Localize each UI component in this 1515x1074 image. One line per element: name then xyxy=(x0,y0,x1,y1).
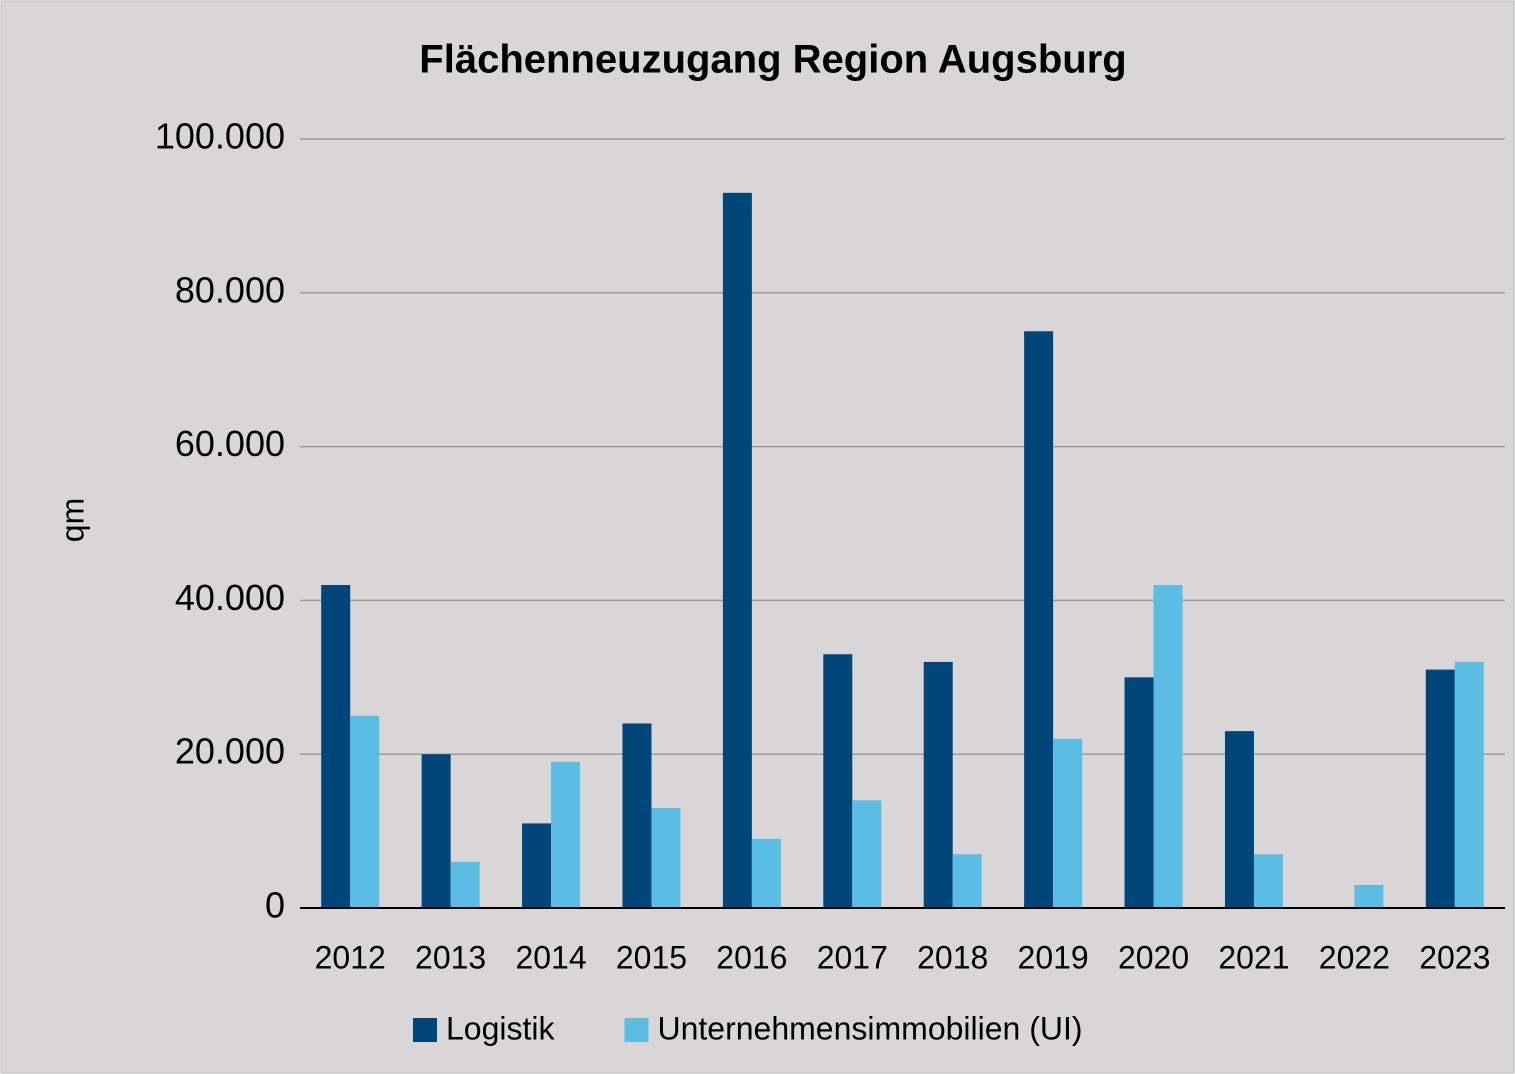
bar xyxy=(1053,738,1083,908)
x-tick-label: 2013 xyxy=(415,939,486,975)
bar xyxy=(421,754,451,908)
bar xyxy=(1454,661,1484,908)
bar xyxy=(823,654,853,908)
x-tick-label: 2015 xyxy=(616,939,687,975)
x-tick-label: 2014 xyxy=(515,939,586,975)
bar xyxy=(622,723,652,908)
bar xyxy=(852,800,882,908)
bar xyxy=(722,192,752,908)
x-tick-label: 2019 xyxy=(1018,939,1089,975)
bar xyxy=(751,838,781,908)
x-tick-label: 2021 xyxy=(1218,939,1289,975)
y-tick-label: 100.000 xyxy=(155,116,285,157)
bar xyxy=(1224,731,1254,908)
bar xyxy=(1425,669,1455,908)
bar xyxy=(450,861,480,908)
x-tick-label: 2017 xyxy=(817,939,888,975)
y-axis-label: qm xyxy=(54,498,90,542)
y-tick-label: 60.000 xyxy=(175,423,285,464)
bar xyxy=(551,761,581,908)
bar xyxy=(952,854,982,908)
bar xyxy=(350,715,380,908)
x-tick-label: 2012 xyxy=(315,939,386,975)
x-tick-label: 2018 xyxy=(917,939,988,975)
bar xyxy=(321,585,351,908)
legend-label: Logistik xyxy=(446,1010,556,1046)
y-tick-label: 80.000 xyxy=(175,269,285,310)
bar xyxy=(1253,854,1283,908)
y-tick-label: 40.000 xyxy=(175,577,285,618)
y-tick-label: 0 xyxy=(265,885,285,926)
legend-swatch xyxy=(624,1018,649,1042)
x-tick-label: 2016 xyxy=(716,939,787,975)
bar xyxy=(522,823,552,908)
x-tick-label: 2020 xyxy=(1118,939,1189,975)
x-tick-label: 2022 xyxy=(1319,939,1390,975)
legend-swatch xyxy=(413,1018,437,1042)
bar xyxy=(1124,677,1154,908)
bar xyxy=(923,661,953,908)
legend-label: Unternehmensimmobilien (UI) xyxy=(658,1010,1083,1046)
y-tick-label: 20.000 xyxy=(175,731,285,772)
bar xyxy=(1354,884,1384,908)
chart-title: Flächenneuzugang Region Augsburg xyxy=(419,38,1126,82)
x-tick-label: 2023 xyxy=(1419,939,1490,975)
bar xyxy=(651,808,681,908)
bar xyxy=(1153,585,1183,908)
bar xyxy=(1024,331,1054,908)
